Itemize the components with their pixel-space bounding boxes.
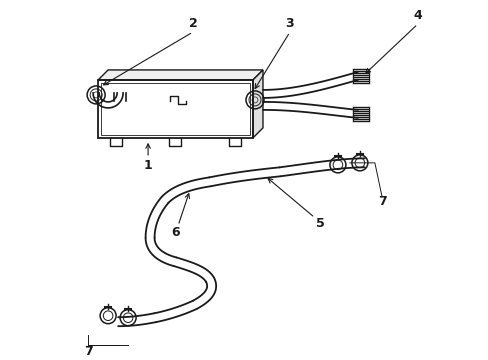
Text: 3: 3 [285, 18, 294, 31]
Text: 7: 7 [378, 195, 386, 208]
Polygon shape [98, 70, 263, 80]
Text: 2: 2 [188, 18, 197, 31]
Polygon shape [252, 70, 263, 138]
Text: 7: 7 [83, 345, 92, 358]
Text: 1: 1 [143, 159, 152, 172]
Text: 4: 4 [413, 9, 421, 22]
Text: 6: 6 [170, 226, 179, 239]
Text: 5: 5 [315, 217, 324, 230]
